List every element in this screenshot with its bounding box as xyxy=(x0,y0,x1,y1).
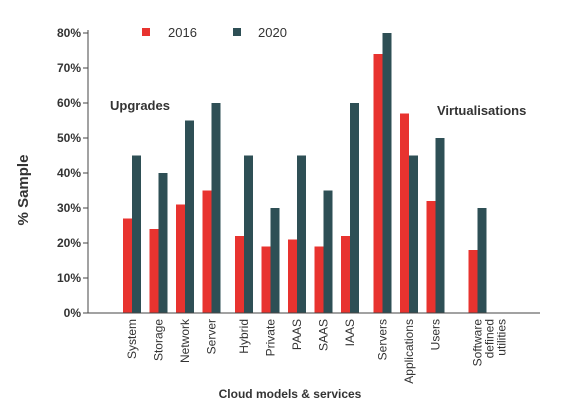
y-tick-label: 30% xyxy=(57,201,81,215)
bar-2016-system xyxy=(123,218,132,313)
x-tick-label: utilities xyxy=(495,319,509,356)
bar-2016-iaas xyxy=(341,236,350,313)
y-tick-label: 70% xyxy=(57,61,81,75)
bar-2016-applications xyxy=(400,113,409,313)
bar-2016-network xyxy=(176,204,185,313)
x-tick-label: Server xyxy=(205,319,219,354)
x-tick-label: IAAS xyxy=(343,319,357,346)
x-axis-title: Cloud models & services xyxy=(219,387,362,401)
legend-swatch-2016 xyxy=(142,28,150,36)
bar-2016-paas xyxy=(288,239,297,313)
x-axis-labels: System Storage Network Server Hybrid Private P… xyxy=(125,318,509,384)
annotation-upgrades: Upgrades xyxy=(110,98,170,113)
bar-2016-software-defined-utilities xyxy=(468,250,478,313)
bar-2020-server xyxy=(211,103,221,313)
y-tick-label: 50% xyxy=(57,131,81,145)
legend-swatch-2020 xyxy=(233,28,241,36)
legend: 2016 2020 xyxy=(142,25,287,40)
bar-2020-servers xyxy=(382,33,392,313)
bar-2016-hybrid xyxy=(235,236,244,313)
bar-2020-saas xyxy=(323,190,333,313)
bar-2020-software-defined-utilities xyxy=(477,208,487,313)
legend-label-2020: 2020 xyxy=(258,25,287,40)
bar-2016-private xyxy=(261,246,271,313)
x-tick-label: Network xyxy=(178,318,192,363)
bar-2020-hybrid xyxy=(244,155,253,313)
bar-2020-iaas xyxy=(350,103,359,313)
bars xyxy=(123,33,487,313)
x-tick-label: Private xyxy=(264,319,278,357)
x-tick-label: Storage xyxy=(152,319,166,361)
x-tick-label: Hybrid xyxy=(237,319,251,354)
y-tick-label: 20% xyxy=(57,236,81,250)
bar-2020-storage xyxy=(158,173,168,313)
legend-label-2016: 2016 xyxy=(168,25,197,40)
y-tick-label: 60% xyxy=(57,96,81,110)
x-tick-label: Applications xyxy=(402,319,416,384)
y-tick-label: 0% xyxy=(64,306,82,320)
bar-2020-applications xyxy=(409,155,418,313)
bar-2016-storage xyxy=(149,229,159,313)
bar-2016-saas xyxy=(314,246,324,313)
y-tick-label: 40% xyxy=(57,166,81,180)
bar-2020-users xyxy=(435,138,445,313)
x-tick-label: System xyxy=(125,319,139,359)
y-axis-ticks: 0% 10% 20% 30% 40% 50% 60% 70% 80% xyxy=(57,26,88,320)
x-tick-label: Software xyxy=(471,319,485,367)
bar-2016-servers xyxy=(373,54,383,313)
x-tick-label: defined xyxy=(483,319,497,358)
bar-2016-users xyxy=(426,201,436,313)
x-tick-label: Servers xyxy=(376,319,390,360)
annotation-virtualisations: Virtualisations xyxy=(437,103,526,118)
x-tick-label: PAAS xyxy=(290,319,304,350)
y-tick-label: 10% xyxy=(57,271,81,285)
x-tick-label: Users xyxy=(429,319,443,350)
y-axis-title: % Sample xyxy=(15,155,32,226)
bar-2020-network xyxy=(185,120,194,313)
bar-2020-private xyxy=(270,208,280,313)
bar-2020-paas xyxy=(297,155,306,313)
y-tick-label: 80% xyxy=(57,26,81,40)
bar-2016-server xyxy=(202,190,212,313)
bar-2020-system xyxy=(132,155,141,313)
x-tick-label: SAAS xyxy=(317,319,331,351)
